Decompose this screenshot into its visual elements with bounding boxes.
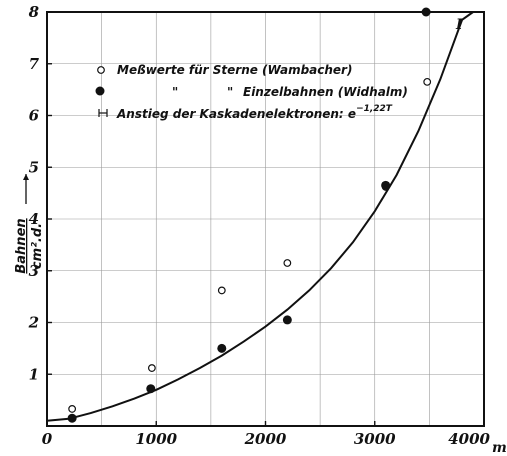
y-axis-arrow-head xyxy=(23,174,29,180)
axis-ticks: 0 1000 2000 3000 4000 1 2 3 4 5 6 7 8 xyxy=(28,3,491,448)
star-data-point xyxy=(423,77,432,86)
y-tick-label: 7 xyxy=(29,55,40,73)
single-track-data-point xyxy=(381,180,391,190)
single-track-data-point xyxy=(67,413,77,423)
legend: Meßwerte für Sterne (Wambacher) " " Einz… xyxy=(95,63,408,121)
legend-ditto-2: " xyxy=(227,85,233,99)
x-axis-unit: m xyxy=(492,440,507,456)
star-data-point xyxy=(283,259,292,267)
star-data-point xyxy=(68,405,77,413)
legend-cascade-label: Anstieg der Kaskadenelektronen: e−1,22T xyxy=(116,104,393,121)
grid xyxy=(47,12,484,426)
single-track-data-point xyxy=(421,7,431,17)
legend-open-circle-marker xyxy=(97,66,105,74)
x-tick-label: 1000 xyxy=(135,430,177,448)
legend-errorbar-marker xyxy=(98,109,108,117)
y-tick-label: 3 xyxy=(29,262,39,280)
x-tick-label: 3000 xyxy=(354,430,396,448)
star-data-point xyxy=(217,286,226,295)
y-tick-label: 5 xyxy=(29,158,39,176)
legend-ditto-1: " xyxy=(172,85,178,99)
y-tick-label: 4 xyxy=(29,210,39,228)
y-tick-label: 1 xyxy=(29,365,39,383)
x-tick-label: 2000 xyxy=(244,430,287,448)
single-track-data-point xyxy=(146,384,156,394)
y-tick-label: 8 xyxy=(29,3,40,21)
star-data-point xyxy=(147,364,156,372)
annotation-roman-one: I xyxy=(455,17,463,33)
y-axis-label-denominator: cm².d. xyxy=(30,223,45,269)
single-track-data-point xyxy=(282,315,292,325)
y-axis-label-numerator: Bahnen xyxy=(14,218,29,273)
y-tick-label: 6 xyxy=(29,107,40,125)
x-tick-label: 4000 xyxy=(448,430,490,448)
legend-filled-circle-marker xyxy=(95,86,105,96)
fit-curve-layer xyxy=(46,11,474,422)
x-tick-label: 0 xyxy=(42,430,53,448)
y-axis-label: Bahnen cm².d. xyxy=(14,174,45,274)
data-points-layer xyxy=(67,7,432,423)
y-tick-label: 2 xyxy=(28,314,39,332)
fit-curve-line xyxy=(46,11,474,422)
single-track-data-point xyxy=(217,343,227,353)
legend-single-label: Einzelbahnen (Widhalm) xyxy=(243,85,408,99)
legend-stars-label: Meßwerte für Sterne (Wambacher) xyxy=(117,63,352,77)
